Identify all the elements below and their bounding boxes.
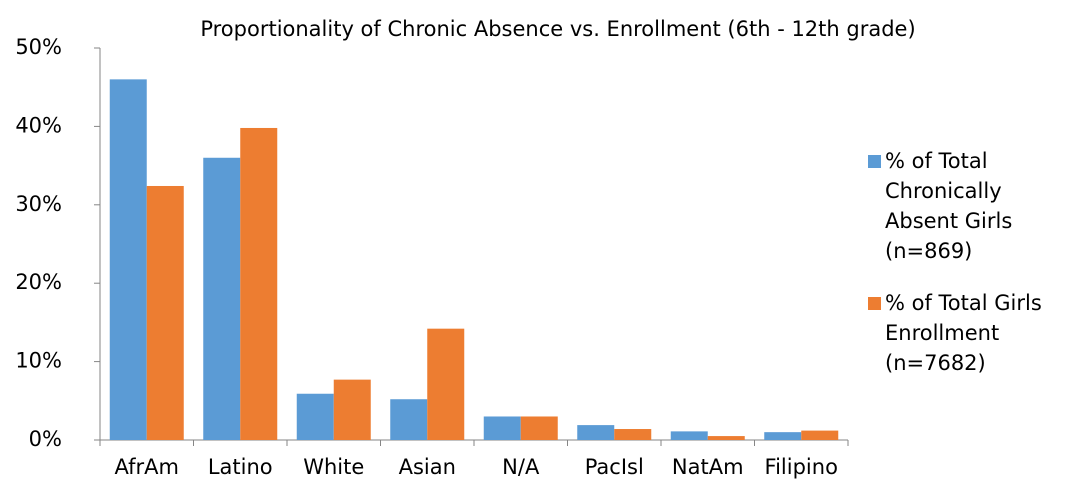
x-tick-label: AfrAm xyxy=(115,455,179,479)
chart-title: Proportionality of Chronic Absence vs. E… xyxy=(200,17,915,41)
y-tick-label: 40% xyxy=(15,113,62,137)
x-tick-label: White xyxy=(303,455,364,479)
y-tick-label: 10% xyxy=(15,349,62,373)
bar xyxy=(577,425,615,440)
bar xyxy=(427,328,465,440)
x-tick-label: Filipino xyxy=(765,455,838,479)
bar xyxy=(614,429,652,440)
legend: % of Total Chronically Absent Girls (n=8… xyxy=(868,146,1073,400)
bar xyxy=(520,416,558,440)
bar xyxy=(390,399,428,440)
legend-swatch xyxy=(868,297,881,310)
bar xyxy=(801,430,839,440)
legend-entry: % of Total Chronically Absent Girls (n=8… xyxy=(868,146,1073,266)
x-tick-label: PacIsl xyxy=(585,455,644,479)
legend-label: % of Total Girls Enrollment (n=7682) xyxy=(885,291,1042,375)
x-tick-label: NatAm xyxy=(672,455,744,479)
y-tick-label: 20% xyxy=(15,270,62,294)
x-tick-label: N/A xyxy=(502,455,540,479)
bar xyxy=(670,431,708,440)
bar xyxy=(296,393,334,440)
x-tick-label: Asian xyxy=(399,455,456,479)
bar xyxy=(109,79,147,441)
legend-label: % of Total Chronically Absent Girls (n=8… xyxy=(885,149,1013,263)
legend-entry: % of Total Girls Enrollment (n=7682) xyxy=(868,288,1073,378)
bar xyxy=(240,127,278,440)
y-tick-label: 50% xyxy=(15,35,62,59)
bar xyxy=(146,185,184,440)
x-tick-label: Latino xyxy=(208,455,273,479)
bar xyxy=(203,157,241,440)
bar xyxy=(764,432,802,440)
legend-swatch xyxy=(868,155,881,168)
y-tick-label: 30% xyxy=(15,192,62,216)
bar xyxy=(333,379,371,440)
y-tick-label: 0% xyxy=(29,427,62,451)
bar xyxy=(483,416,521,440)
bar xyxy=(707,436,745,440)
